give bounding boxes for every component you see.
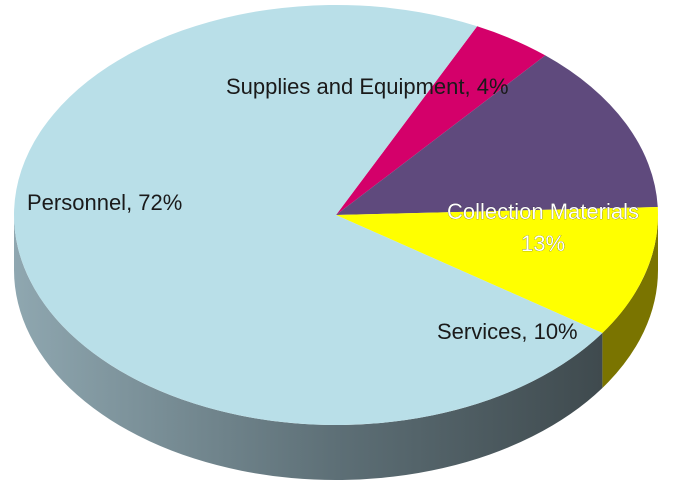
slice-supplies-and-equipment (336, 26, 546, 215)
label-supplies-and-equipment: Supplies and Equipment, 4% (226, 74, 509, 99)
slice-services (336, 207, 658, 333)
pie-rim (14, 215, 658, 481)
rim-services (602, 215, 658, 388)
label-personnel: Personnel, 72% (27, 190, 182, 215)
label-services: Services, 10% (437, 319, 578, 344)
pie-top (14, 5, 658, 426)
label-collection-materials-percent: 13% (521, 231, 565, 256)
rim-personnel (14, 215, 603, 481)
slice-collection-materials (336, 55, 658, 215)
slice-personnel (14, 5, 603, 426)
pie-labels: Supplies and Equipment, 4% Collection Ma… (27, 74, 639, 344)
label-collection-materials: Collection Materials (447, 199, 639, 224)
